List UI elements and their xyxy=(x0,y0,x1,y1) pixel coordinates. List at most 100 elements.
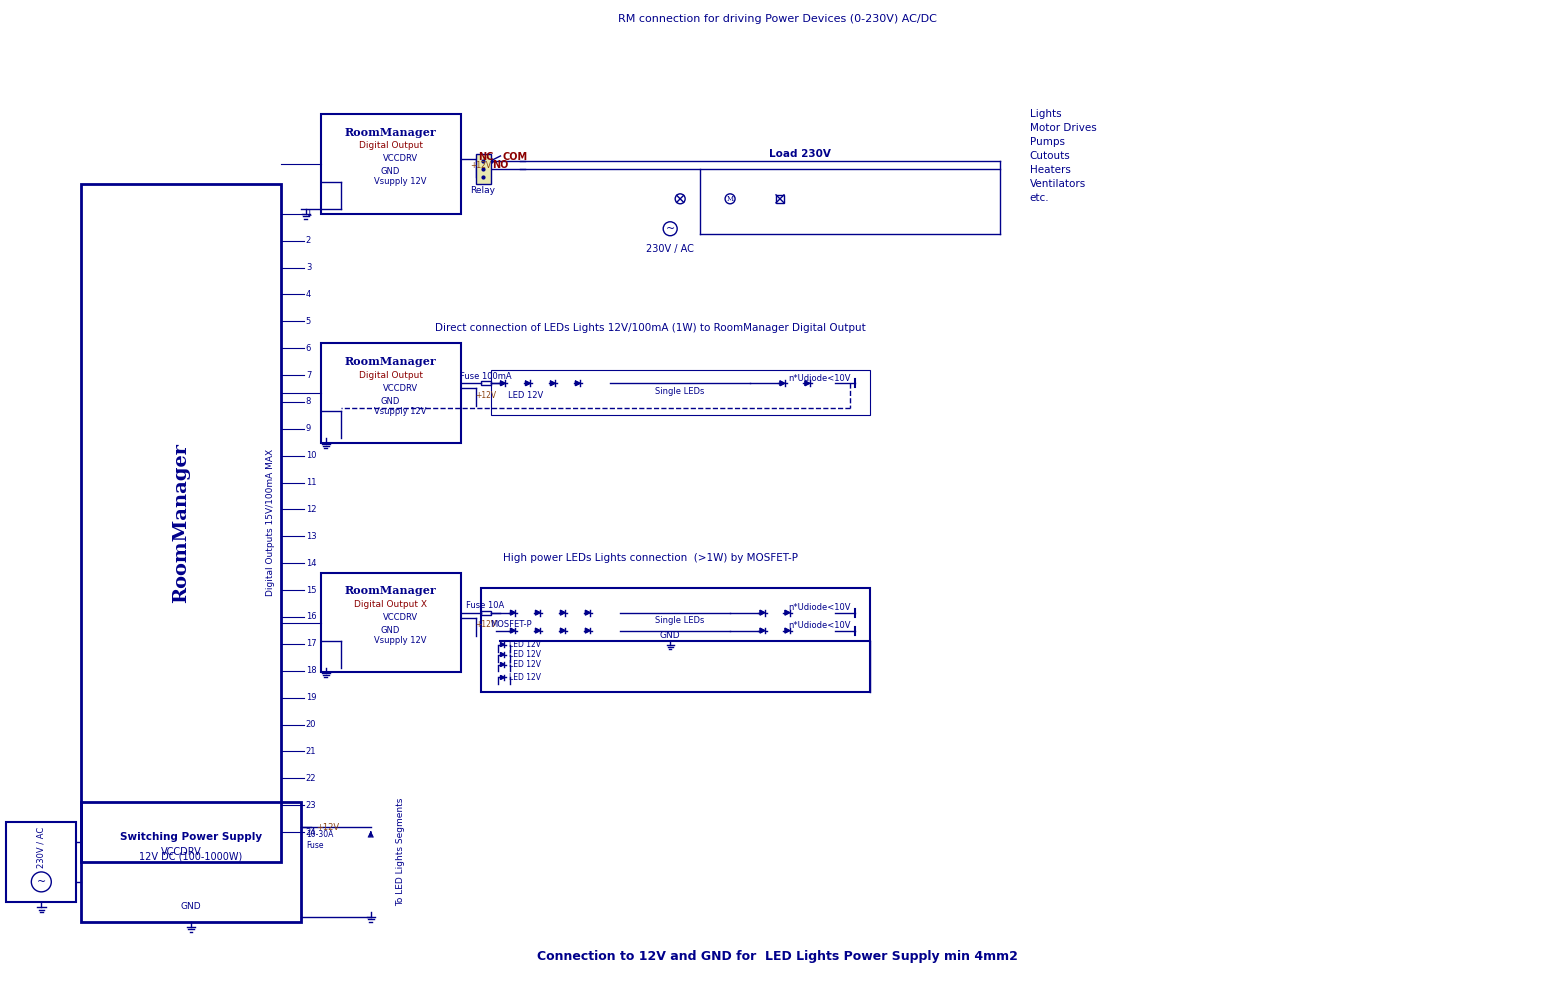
Bar xyxy=(6,822,76,901)
Text: 13: 13 xyxy=(306,532,317,541)
Text: 12V DC (100-1000W): 12V DC (100-1000W) xyxy=(140,852,242,862)
Bar xyxy=(321,343,461,443)
Text: 11: 11 xyxy=(306,478,317,488)
Text: 8: 8 xyxy=(306,397,311,406)
Text: Vsupply 12V: Vsupply 12V xyxy=(374,636,427,645)
Polygon shape xyxy=(500,675,505,679)
Text: RoomManager: RoomManager xyxy=(345,585,436,597)
Text: 4: 4 xyxy=(306,290,311,299)
Text: Load 230V: Load 230V xyxy=(769,149,831,159)
Text: 230V / AC: 230V / AC xyxy=(37,827,47,868)
Polygon shape xyxy=(784,628,790,633)
Bar xyxy=(81,802,301,922)
Text: Ventilators: Ventilators xyxy=(1030,179,1086,189)
Text: VCCDRV: VCCDRV xyxy=(384,383,418,393)
Text: 21: 21 xyxy=(306,747,317,756)
Text: GND: GND xyxy=(380,397,401,406)
Text: Relay: Relay xyxy=(471,187,495,196)
Text: Lights: Lights xyxy=(1030,109,1061,119)
Polygon shape xyxy=(804,381,809,385)
Text: 24: 24 xyxy=(306,828,317,837)
Bar xyxy=(480,381,491,385)
Text: Single LEDs: Single LEDs xyxy=(655,616,705,625)
Text: To LED Lights Segments: To LED Lights Segments xyxy=(396,798,405,906)
Polygon shape xyxy=(780,381,784,385)
Text: LED 12V: LED 12V xyxy=(508,391,544,400)
Text: ~: ~ xyxy=(37,877,47,887)
Polygon shape xyxy=(561,610,565,615)
Text: +12V: +12V xyxy=(471,161,491,170)
Text: 10: 10 xyxy=(306,451,317,460)
Text: 20: 20 xyxy=(306,720,317,729)
Polygon shape xyxy=(784,610,790,615)
Text: Connection to 12V and GND for  LED Lights Power Supply min 4mm2: Connection to 12V and GND for LED Lights… xyxy=(537,951,1017,963)
Text: Cutouts: Cutouts xyxy=(1030,151,1070,161)
Text: Fuse 10A: Fuse 10A xyxy=(466,602,505,610)
Bar xyxy=(321,573,461,672)
Polygon shape xyxy=(759,610,764,615)
Polygon shape xyxy=(500,381,505,385)
Text: Digital Outputs 15V/100mA MAX: Digital Outputs 15V/100mA MAX xyxy=(267,449,275,597)
Bar xyxy=(475,154,491,184)
Text: VCCDRV: VCCDRV xyxy=(160,847,202,857)
Text: 6: 6 xyxy=(306,344,311,353)
Text: n*Udiode<10V: n*Udiode<10V xyxy=(789,604,851,612)
Text: ~: ~ xyxy=(666,224,676,234)
Polygon shape xyxy=(575,381,581,385)
Text: RM connection for driving Power Devices (0-230V) AC/DC: RM connection for driving Power Devices … xyxy=(618,15,936,25)
Text: 3: 3 xyxy=(306,263,311,272)
Bar xyxy=(776,195,784,202)
Bar xyxy=(480,588,870,692)
Bar xyxy=(480,610,491,614)
Text: 9: 9 xyxy=(306,425,311,434)
Text: NC: NC xyxy=(478,152,494,162)
Text: MOSFET-P: MOSFET-P xyxy=(489,620,531,629)
Text: 2: 2 xyxy=(306,236,311,245)
Text: etc.: etc. xyxy=(1030,193,1050,202)
Text: Pumps: Pumps xyxy=(1030,137,1064,147)
Text: LED 12V: LED 12V xyxy=(509,673,542,682)
Text: 12: 12 xyxy=(306,505,317,514)
Polygon shape xyxy=(500,653,505,657)
Polygon shape xyxy=(550,381,554,385)
Text: Single LEDs: Single LEDs xyxy=(655,386,705,396)
Text: High power LEDs Lights connection  (>1W) by MOSFET-P: High power LEDs Lights connection (>1W) … xyxy=(503,552,798,563)
Text: Digital Output: Digital Output xyxy=(359,142,422,150)
Text: 1: 1 xyxy=(306,209,311,218)
Polygon shape xyxy=(561,628,565,633)
Text: 14: 14 xyxy=(306,558,317,568)
Text: Switching Power Supply: Switching Power Supply xyxy=(120,832,262,842)
Text: 22: 22 xyxy=(306,774,317,782)
Text: 230V / AC: 230V / AC xyxy=(646,244,694,254)
Text: 23: 23 xyxy=(306,801,317,810)
Text: 5: 5 xyxy=(306,317,311,325)
Text: +12V: +12V xyxy=(315,823,339,832)
Polygon shape xyxy=(536,628,540,633)
Text: Vsupply 12V: Vsupply 12V xyxy=(374,407,427,416)
Text: GND: GND xyxy=(380,626,401,635)
Polygon shape xyxy=(536,610,540,615)
Text: GND: GND xyxy=(380,167,401,176)
Text: COM: COM xyxy=(503,152,528,162)
Bar xyxy=(491,371,870,415)
Polygon shape xyxy=(500,643,505,647)
Text: Fuse 100mA: Fuse 100mA xyxy=(460,372,511,380)
Text: GND: GND xyxy=(180,902,202,911)
Polygon shape xyxy=(500,663,505,666)
Text: 16: 16 xyxy=(306,612,317,621)
Polygon shape xyxy=(511,610,516,615)
Text: +12V: +12V xyxy=(475,391,495,400)
Text: GND: GND xyxy=(660,631,680,640)
Text: 7: 7 xyxy=(306,371,311,379)
Text: n*Udiode<10V: n*Udiode<10V xyxy=(789,621,851,630)
Bar xyxy=(321,114,461,213)
Polygon shape xyxy=(585,628,590,633)
Text: M: M xyxy=(727,195,733,202)
Polygon shape xyxy=(525,381,530,385)
Text: LED 12V: LED 12V xyxy=(509,650,542,659)
Text: Digital Output: Digital Output xyxy=(359,371,422,379)
Text: Digital Output X: Digital Output X xyxy=(354,601,427,609)
Polygon shape xyxy=(511,628,516,633)
Text: 15: 15 xyxy=(306,586,317,595)
Text: Direct connection of LEDs Lights 12V/100mA (1W) to RoomManager Digital Output: Direct connection of LEDs Lights 12V/100… xyxy=(435,323,865,333)
